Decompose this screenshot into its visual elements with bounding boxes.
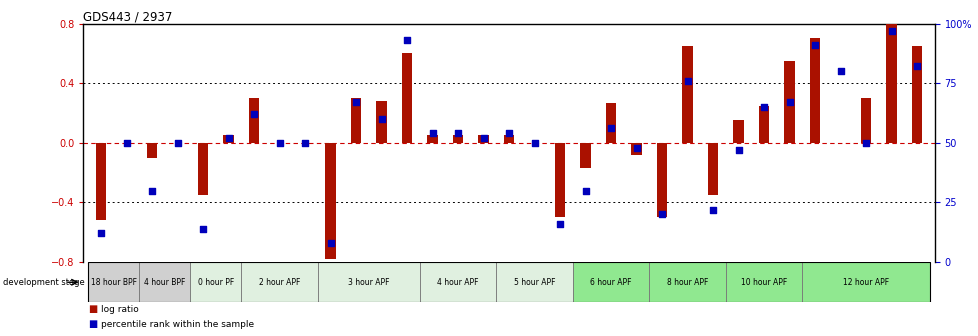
Bar bbox=[758, 106, 769, 143]
Point bbox=[169, 140, 185, 145]
Point bbox=[552, 221, 567, 226]
Point bbox=[348, 99, 364, 105]
Bar bbox=[377, 101, 386, 143]
Bar bbox=[656, 143, 666, 217]
Point bbox=[118, 140, 134, 145]
Text: percentile rank within the sample: percentile rank within the sample bbox=[101, 320, 253, 329]
Text: 6 hour APF: 6 hour APF bbox=[590, 278, 631, 287]
Point bbox=[424, 131, 440, 136]
Bar bbox=[886, 9, 896, 143]
Text: development stage: development stage bbox=[3, 278, 85, 287]
Point bbox=[297, 140, 313, 145]
Point bbox=[628, 145, 644, 150]
Point bbox=[679, 78, 694, 83]
Bar bbox=[802, 262, 929, 302]
Bar bbox=[223, 135, 234, 143]
Point bbox=[475, 135, 491, 141]
Text: 0 hour PF: 0 hour PF bbox=[198, 278, 234, 287]
Bar bbox=[648, 262, 725, 302]
Text: 2 hour APF: 2 hour APF bbox=[258, 278, 300, 287]
Text: 4 hour BPF: 4 hour BPF bbox=[144, 278, 185, 287]
Point bbox=[323, 240, 338, 246]
Point bbox=[399, 38, 415, 43]
Point bbox=[730, 147, 745, 153]
Point bbox=[909, 64, 924, 69]
Bar bbox=[190, 262, 241, 302]
Point bbox=[144, 188, 159, 193]
Point bbox=[653, 212, 669, 217]
Bar bbox=[783, 61, 794, 143]
Bar bbox=[318, 262, 420, 302]
Bar bbox=[682, 46, 692, 143]
Bar bbox=[478, 135, 488, 143]
Point bbox=[781, 99, 797, 105]
Text: ■: ■ bbox=[88, 304, 97, 314]
Text: 5 hour APF: 5 hour APF bbox=[513, 278, 555, 287]
Text: 10 hour APF: 10 hour APF bbox=[740, 278, 786, 287]
Bar bbox=[911, 46, 921, 143]
Bar bbox=[555, 143, 564, 217]
Bar bbox=[427, 135, 437, 143]
Point bbox=[501, 131, 516, 136]
Bar bbox=[241, 262, 318, 302]
Point bbox=[93, 231, 109, 236]
Text: ■: ■ bbox=[88, 319, 97, 329]
Text: 12 hour APF: 12 hour APF bbox=[842, 278, 888, 287]
Bar bbox=[402, 53, 412, 143]
Bar bbox=[147, 143, 157, 158]
Bar bbox=[733, 120, 743, 143]
Bar bbox=[572, 262, 648, 302]
Point bbox=[883, 28, 899, 33]
Point bbox=[220, 135, 236, 141]
Bar bbox=[504, 135, 513, 143]
Point bbox=[602, 126, 618, 131]
Bar bbox=[351, 98, 361, 143]
Bar bbox=[139, 262, 190, 302]
Bar bbox=[248, 98, 259, 143]
Point bbox=[450, 131, 466, 136]
Point bbox=[374, 116, 389, 122]
Text: log ratio: log ratio bbox=[101, 305, 139, 314]
Point bbox=[246, 112, 262, 117]
Bar bbox=[860, 98, 870, 143]
Text: 8 hour APF: 8 hour APF bbox=[666, 278, 707, 287]
Bar bbox=[420, 262, 496, 302]
Bar bbox=[496, 262, 572, 302]
Point bbox=[704, 207, 720, 212]
Point bbox=[272, 140, 288, 145]
Bar bbox=[96, 143, 106, 220]
Point bbox=[577, 188, 593, 193]
Bar bbox=[725, 262, 802, 302]
Point bbox=[526, 140, 542, 145]
Point bbox=[755, 104, 771, 110]
Point bbox=[807, 42, 822, 48]
Point bbox=[858, 140, 873, 145]
Bar bbox=[198, 143, 208, 195]
Text: 4 hour APF: 4 hour APF bbox=[437, 278, 478, 287]
Point bbox=[195, 226, 210, 232]
Text: GDS443 / 2937: GDS443 / 2937 bbox=[83, 10, 172, 24]
Bar bbox=[325, 143, 335, 259]
Bar bbox=[88, 262, 139, 302]
Text: 3 hour APF: 3 hour APF bbox=[348, 278, 389, 287]
Bar bbox=[707, 143, 718, 195]
Bar bbox=[580, 143, 590, 168]
Bar bbox=[809, 38, 820, 143]
Bar bbox=[605, 102, 615, 143]
Text: 18 hour BPF: 18 hour BPF bbox=[91, 278, 137, 287]
Bar bbox=[631, 143, 641, 155]
Bar bbox=[453, 135, 463, 143]
Point bbox=[832, 69, 848, 74]
